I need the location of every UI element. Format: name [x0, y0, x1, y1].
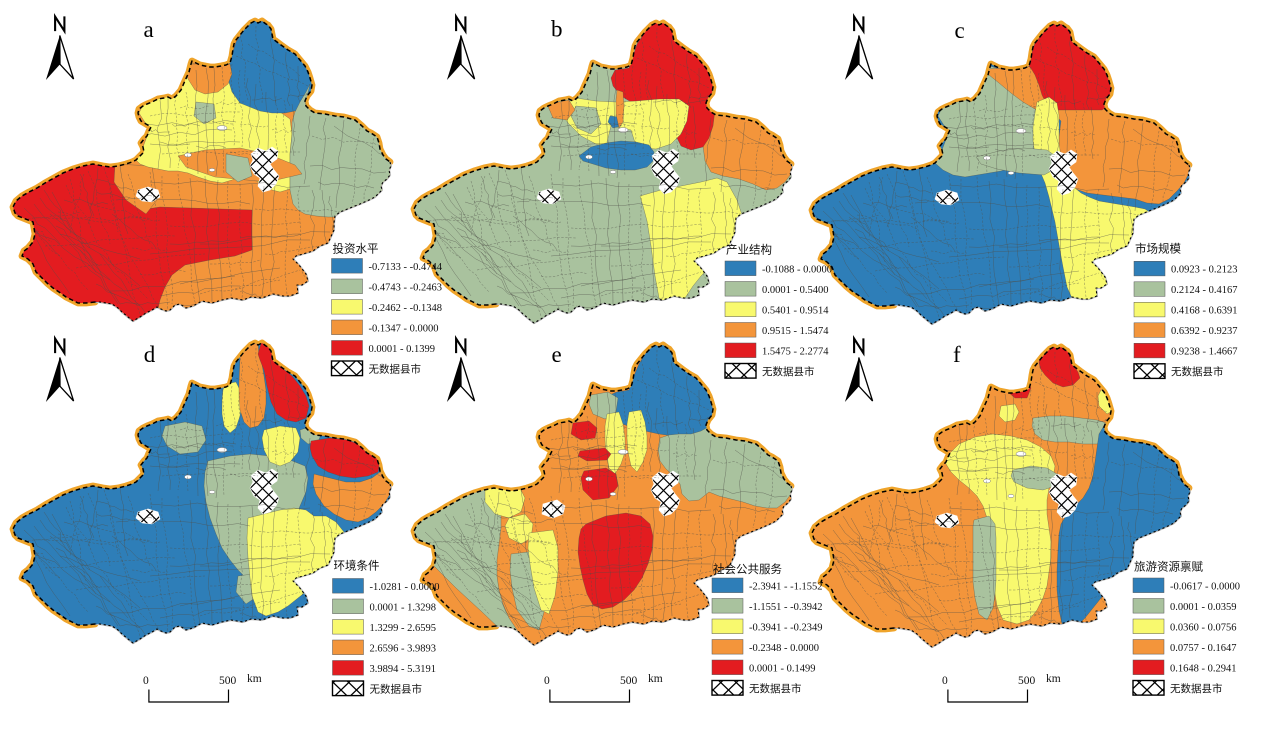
svg-text:-0.7133 - -0.4744: -0.7133 - -0.4744	[369, 262, 443, 273]
svg-text:0.0360 - 0.0756: 0.0360 - 0.0756	[1170, 622, 1237, 633]
svg-text:0.0001 - 0.0359: 0.0001 - 0.0359	[1170, 602, 1237, 613]
svg-text:0.9515 - 1.5474: 0.9515 - 1.5474	[762, 326, 829, 337]
svg-text:-0.3941 - -0.2349: -0.3941 - -0.2349	[749, 622, 823, 633]
svg-text:无数据县市: 无数据县市	[762, 365, 815, 378]
svg-text:0.5401 - 0.9514: 0.5401 - 0.9514	[762, 305, 829, 316]
svg-text:0.4168 - 0.6391: 0.4168 - 0.6391	[1171, 306, 1238, 317]
svg-text:c: c	[955, 18, 965, 43]
svg-text:0: 0	[143, 675, 149, 687]
svg-text:d: d	[144, 342, 156, 367]
svg-text:-2.3941 - -1.1552: -2.3941 - -1.1552	[749, 581, 823, 592]
svg-text:0.1648 - 0.2941: 0.1648 - 0.2941	[1170, 663, 1237, 674]
svg-text:0.0001 - 1.3298: 0.0001 - 1.3298	[370, 602, 437, 613]
svg-text:-0.4743 - -0.2463: -0.4743 - -0.2463	[369, 282, 443, 293]
svg-text:0.9238 - 1.4667: 0.9238 - 1.4667	[1171, 347, 1238, 358]
svg-text:0.6392 - 0.9237: 0.6392 - 0.9237	[1171, 326, 1238, 337]
svg-text:无数据县市: 无数据县市	[370, 682, 423, 695]
svg-text:-1.1551 - -0.3942: -1.1551 - -0.3942	[749, 602, 823, 613]
svg-text:-0.1088 - 0.0000: -0.1088 - 0.0000	[762, 264, 832, 275]
svg-text:0.0001 - 0.1499: 0.0001 - 0.1499	[749, 663, 816, 674]
svg-text:-0.2348 - 0.0000: -0.2348 - 0.0000	[749, 643, 819, 654]
svg-text:km: km	[648, 673, 663, 685]
svg-text:0: 0	[544, 675, 550, 687]
svg-text:0.0001 - 0.5400: 0.0001 - 0.5400	[762, 285, 829, 296]
svg-text:无数据县市: 无数据县市	[749, 682, 802, 695]
svg-text:500: 500	[219, 675, 237, 687]
svg-text:投资水平: 投资水平	[333, 242, 379, 256]
svg-text:旅游资源禀赋: 旅游资源禀赋	[1134, 560, 1203, 574]
svg-text:产业结构: 产业结构	[726, 243, 772, 257]
svg-text:1.3299 - 2.6595: 1.3299 - 2.6595	[370, 623, 437, 634]
svg-text:0.0923 - 0.2123: 0.0923 - 0.2123	[1171, 265, 1238, 276]
svg-text:2.6596 - 3.9893: 2.6596 - 3.9893	[370, 643, 437, 654]
svg-text:市场规模: 市场规模	[1135, 242, 1181, 256]
svg-text:0: 0	[942, 675, 948, 687]
svg-text:f: f	[953, 342, 961, 367]
svg-text:-0.1347 - 0.0000: -0.1347 - 0.0000	[369, 323, 439, 334]
svg-text:a: a	[144, 17, 154, 42]
svg-text:-1.0281 - 0.0000: -1.0281 - 0.0000	[370, 582, 440, 593]
svg-text:500: 500	[620, 675, 638, 687]
svg-text:无数据县市: 无数据县市	[1171, 365, 1224, 378]
svg-text:b: b	[551, 17, 563, 42]
svg-text:无数据县市: 无数据县市	[369, 362, 422, 375]
svg-text:0.0757 - 0.1647: 0.0757 - 0.1647	[1170, 643, 1237, 654]
svg-text:1.5475 - 2.2774: 1.5475 - 2.2774	[762, 346, 829, 357]
svg-text:0.0001 - 0.1399: 0.0001 - 0.1399	[369, 344, 436, 355]
svg-text:3.9894 - 5.3191: 3.9894 - 5.3191	[370, 664, 437, 675]
svg-text:e: e	[552, 342, 562, 367]
svg-text:社会公共服务: 社会公共服务	[713, 562, 782, 576]
svg-text:500: 500	[1018, 675, 1036, 687]
svg-text:km: km	[247, 673, 262, 685]
svg-text:km: km	[1046, 673, 1061, 685]
svg-text:环境条件: 环境条件	[334, 559, 380, 573]
svg-text:-0.2462 - -0.1348: -0.2462 - -0.1348	[369, 303, 443, 314]
svg-text:无数据县市: 无数据县市	[1170, 682, 1223, 695]
svg-text:0.2124 - 0.4167: 0.2124 - 0.4167	[1171, 285, 1238, 296]
svg-text:-0.0617 - 0.0000: -0.0617 - 0.0000	[1170, 581, 1240, 592]
